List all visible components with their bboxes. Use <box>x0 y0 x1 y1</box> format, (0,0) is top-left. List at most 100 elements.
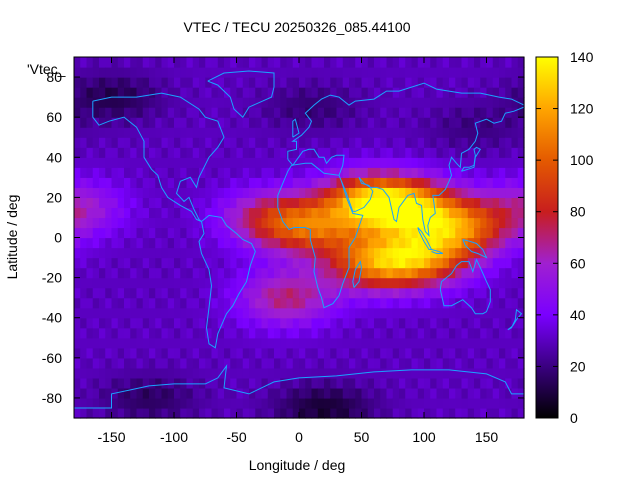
heatmap-cell <box>330 97 338 108</box>
heatmap-cell <box>442 407 450 419</box>
heatmap-cell <box>174 307 181 319</box>
heatmap-cell <box>455 287 463 299</box>
heatmap-cell <box>499 317 506 329</box>
heatmap-cell <box>392 137 400 148</box>
heatmap-cell <box>92 357 100 369</box>
heatmap-cell <box>317 277 325 289</box>
heatmap-cell <box>117 317 125 329</box>
heatmap-cell <box>374 387 381 399</box>
heatmap-cell <box>492 357 500 369</box>
heatmap-cell <box>142 247 150 259</box>
heatmap-cell <box>155 367 163 379</box>
heatmap-cell <box>361 407 369 419</box>
heatmap-cell <box>305 167 313 178</box>
heatmap-cell <box>180 297 188 309</box>
heatmap-cell <box>392 377 400 389</box>
heatmap-cell <box>192 147 200 158</box>
heatmap-cell <box>205 247 213 259</box>
heatmap-cell <box>449 157 456 168</box>
heatmap-cell <box>486 117 494 128</box>
heatmap-cell <box>430 387 438 399</box>
heatmap-cell <box>499 287 506 299</box>
heatmap-cell <box>361 117 369 128</box>
heatmap-cell <box>392 147 400 158</box>
heatmap-cell <box>499 407 506 419</box>
heatmap-cell <box>411 377 419 389</box>
heatmap-cell <box>249 407 256 419</box>
heatmap-cell <box>224 247 231 259</box>
heatmap-cell <box>361 387 369 399</box>
heatmap-cell <box>261 107 269 118</box>
heatmap-cell <box>492 277 500 289</box>
heatmap-cell <box>336 77 344 88</box>
heatmap-cell <box>155 387 163 399</box>
heatmap-cell <box>92 287 100 299</box>
heatmap-cell <box>336 117 344 128</box>
heatmap-cell <box>449 217 456 229</box>
heatmap-cell <box>99 157 106 168</box>
heatmap-cell <box>261 247 269 259</box>
heatmap-cell <box>155 167 163 178</box>
heatmap-cell <box>111 347 119 359</box>
heatmap-cell <box>499 177 506 188</box>
heatmap-cell <box>317 177 325 188</box>
heatmap-cell <box>424 277 431 289</box>
heatmap-cell <box>267 77 275 88</box>
heatmap-cell <box>186 347 194 359</box>
heatmap-cell <box>424 217 431 229</box>
heatmap-cell <box>124 407 131 419</box>
heatmap-cell <box>136 187 144 198</box>
heatmap-cell <box>424 157 431 168</box>
heatmap-cell <box>186 397 194 409</box>
heatmap-cell <box>436 237 444 249</box>
heatmap-cell <box>161 367 169 379</box>
heatmap-cell <box>142 227 150 239</box>
heatmap-cell <box>442 347 450 359</box>
heatmap-cell <box>286 87 294 98</box>
heatmap-cell <box>111 117 119 128</box>
heatmap-cell <box>399 297 406 309</box>
heatmap-cell <box>161 297 169 309</box>
heatmap-cell <box>305 367 313 379</box>
heatmap-cell <box>330 177 338 188</box>
heatmap-cell <box>449 407 456 419</box>
heatmap-cell <box>474 357 481 369</box>
heatmap-cell <box>280 297 288 309</box>
heatmap-cell <box>392 327 400 339</box>
heatmap-cell <box>355 357 363 369</box>
heatmap-cell <box>386 157 394 168</box>
heatmap-cell <box>199 197 206 209</box>
heatmap-cell <box>142 167 150 178</box>
heatmap-cell <box>130 67 138 78</box>
heatmap-cell <box>449 177 456 188</box>
heatmap-cell <box>236 377 244 389</box>
heatmap-cell <box>374 77 381 88</box>
heatmap-cell <box>430 97 438 108</box>
heatmap-cell <box>205 117 213 128</box>
heatmap-cell <box>492 127 500 138</box>
heatmap-cell <box>267 147 275 158</box>
heatmap-cell <box>517 167 525 178</box>
heatmap-cell <box>292 277 300 289</box>
heatmap-cell <box>136 317 144 329</box>
heatmap-cell <box>455 207 463 219</box>
heatmap-cell <box>224 337 231 349</box>
heatmap-cell <box>461 367 469 379</box>
heatmap-cell <box>205 187 213 198</box>
heatmap-cell <box>155 97 163 108</box>
heatmap-cell <box>149 267 156 279</box>
heatmap-cell <box>230 377 238 389</box>
heatmap-cell <box>180 247 188 259</box>
heatmap-cell <box>117 97 125 108</box>
heatmap-cell <box>455 347 463 359</box>
heatmap-cell <box>492 327 500 339</box>
heatmap-cell <box>174 117 181 128</box>
heatmap-cell <box>342 207 350 219</box>
heatmap-cell <box>286 277 294 289</box>
coastline <box>287 82 525 160</box>
heatmap-cell <box>174 157 181 168</box>
heatmap-cell <box>342 397 350 409</box>
heatmap-cell <box>92 327 100 339</box>
heatmap-cell <box>417 407 425 419</box>
heatmap-cell <box>517 117 525 128</box>
